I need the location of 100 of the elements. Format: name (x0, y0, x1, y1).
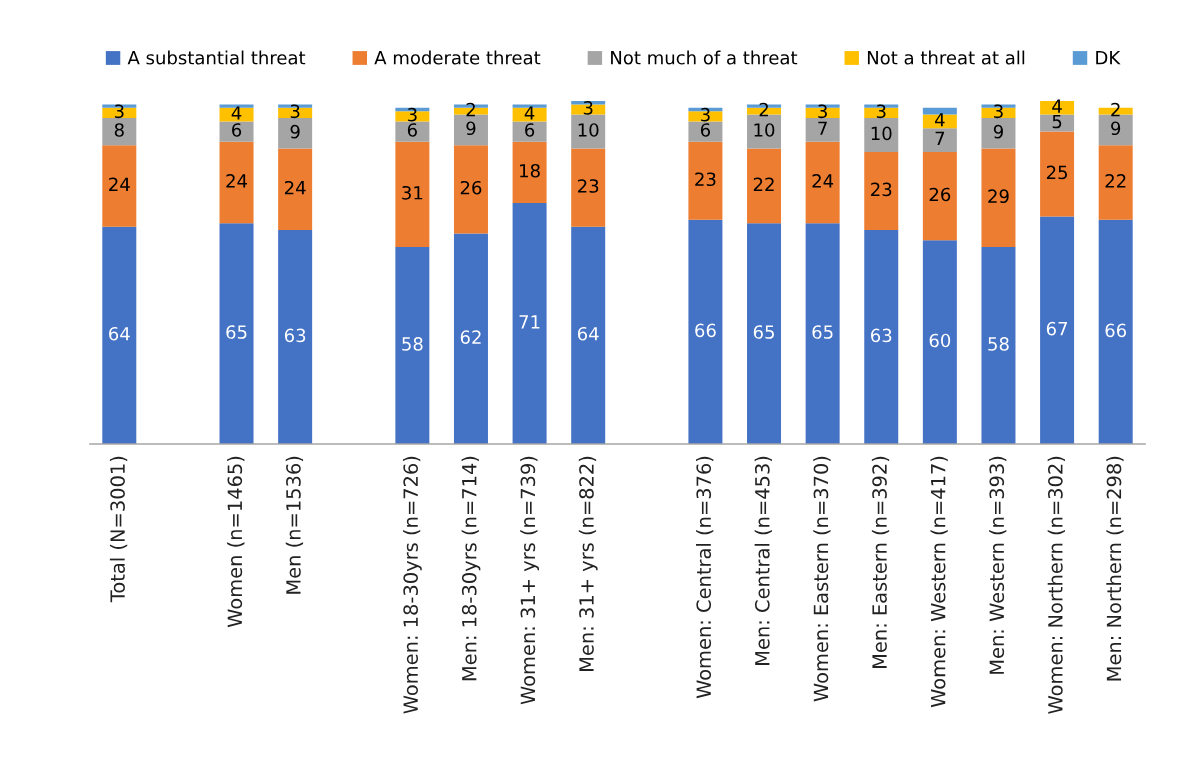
bar (1040, 131, 1075, 217)
bar (102, 145, 137, 227)
data-label: 7 (818, 121, 827, 135)
bar (922, 151, 957, 241)
data-label: 22 (753, 177, 774, 191)
data-label: 3 (290, 104, 300, 119)
data-label: 6 (525, 123, 535, 137)
data-label: 26 (460, 180, 482, 195)
data-label: 66 (695, 323, 716, 338)
data-label: 3 (114, 104, 124, 119)
data-label: 10 (871, 126, 892, 141)
bar (981, 117, 1016, 149)
data-label: 6 (232, 123, 242, 137)
x-tick-label: Men (n=1536) (285, 456, 304, 594)
bar (688, 219, 723, 444)
bar (1040, 114, 1075, 132)
x-tick-label: Total (N=3001) (109, 456, 128, 603)
data-label: 22 (1105, 174, 1126, 188)
data-label: 65 (812, 325, 833, 339)
bar (864, 151, 899, 231)
bar (805, 117, 840, 142)
data-label: 18 (520, 163, 540, 178)
bar (1040, 216, 1075, 444)
bar (864, 230, 899, 444)
bar (453, 145, 488, 234)
bar (102, 226, 137, 444)
bar (747, 148, 782, 224)
x-tick-label: Men: 31+ yrs (n=822) (578, 456, 598, 671)
data-label: 65 (753, 325, 774, 339)
data-label: 63 (871, 328, 892, 343)
bar (922, 240, 957, 444)
data-label: 26 (929, 187, 951, 202)
data-label: 4 (231, 106, 242, 120)
data-label: 9 (1111, 121, 1121, 136)
bar (571, 226, 606, 444)
data-label: 8 (114, 123, 124, 137)
data-label: 23 (871, 182, 892, 197)
bar (981, 148, 1016, 248)
bar (688, 141, 723, 220)
bar (688, 121, 723, 142)
bar (219, 223, 254, 444)
data-label: 3 (701, 107, 710, 122)
data-label: 9 (466, 121, 476, 136)
bar (219, 104, 254, 108)
data-label: 10 (754, 123, 775, 137)
x-tick-label: Men: 18-30yrs (n=714) (461, 456, 481, 681)
data-label: 23 (578, 179, 599, 193)
bar (278, 117, 313, 149)
data-label: 24 (812, 174, 834, 188)
data-label: 63 (284, 328, 306, 343)
legend-label: Not a threat at all (867, 50, 1025, 65)
data-label: 6 (700, 123, 711, 137)
data-label: 58 (988, 337, 1009, 351)
bar (864, 117, 899, 152)
x-tick-label: Men: Eastern (n=392) (871, 456, 890, 668)
bar (512, 121, 547, 142)
x-tick-label: Men: Central (n=453) (754, 456, 772, 665)
bar (102, 117, 137, 146)
data-label: 62 (460, 330, 481, 344)
data-label: 67 (1046, 321, 1068, 336)
x-tick-label: Women: 18-30yrs (n=726) (402, 456, 422, 714)
bar (395, 121, 430, 142)
data-label: 10 (578, 123, 599, 137)
bar (1098, 219, 1133, 444)
x-tick-label: Men: Western (n=393) (989, 456, 1007, 674)
bar (395, 141, 430, 248)
data-label: 24 (109, 177, 130, 191)
data-label: 6 (407, 123, 417, 137)
data-label: 25 (1046, 165, 1067, 180)
data-label: 66 (1105, 323, 1127, 338)
data-label: 64 (109, 326, 130, 341)
bar (219, 121, 254, 142)
bar (922, 128, 957, 152)
bar (219, 141, 254, 224)
bar (453, 233, 488, 444)
bar (571, 114, 606, 149)
data-label: 58 (402, 337, 423, 351)
data-label: 4 (524, 106, 535, 120)
data-label: 4 (1052, 99, 1062, 113)
data-label: 7 (935, 131, 945, 146)
bar (395, 247, 430, 444)
bar (278, 148, 313, 231)
x-tick-label: Women: Eastern (n=370) (813, 456, 831, 702)
data-label: 3 (583, 101, 593, 115)
data-label: 71 (519, 315, 540, 329)
x-tick-label: Women (n=1465) (227, 456, 245, 628)
data-label: 3 (994, 104, 1003, 119)
legend-label: DK (1096, 51, 1121, 65)
data-label: 29 (988, 189, 1009, 204)
data-label: 3 (407, 107, 417, 122)
data-label: 9 (993, 124, 1003, 139)
data-label: 5 (1052, 114, 1062, 129)
bar (512, 104, 547, 108)
legend-label: A moderate threat (374, 50, 541, 65)
data-label: 24 (226, 174, 247, 188)
x-tick-label: Women: 31+ yrs (n=739) (520, 456, 539, 705)
bar (805, 141, 840, 224)
bar (981, 247, 1016, 444)
data-label: 3 (818, 104, 827, 119)
legend-label: A substantial threat (127, 50, 306, 65)
